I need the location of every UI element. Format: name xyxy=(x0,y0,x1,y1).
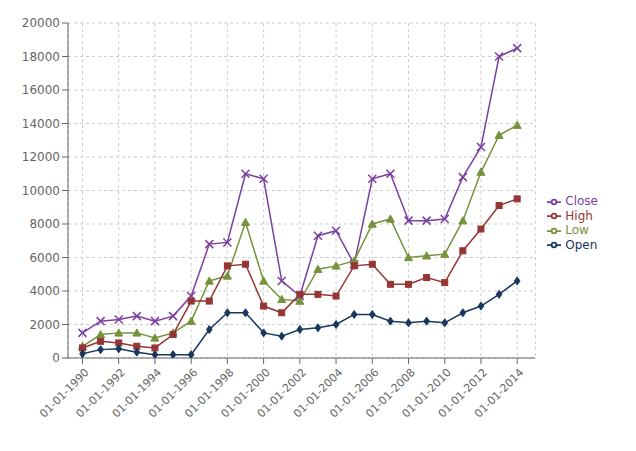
svg-text:8000: 8000 xyxy=(29,217,60,231)
svg-text:14000: 14000 xyxy=(22,117,60,131)
svg-text:01-01-2014: 01-01-2014 xyxy=(472,366,526,420)
svg-text:01-01-1998: 01-01-1998 xyxy=(182,366,237,421)
html-text:Open: Open xyxy=(565,237,598,252)
svg-text:01-01-2000: 01-01-2000 xyxy=(218,366,273,421)
html-text:Low: Low xyxy=(565,223,589,237)
html-text:Close: Close xyxy=(565,194,598,208)
svg-text:01-01-1996: 01-01-1996 xyxy=(146,366,201,421)
svg-text:01-01-1992: 01-01-1992 xyxy=(73,366,128,421)
svg-text:01-01-2010: 01-01-2010 xyxy=(399,366,454,421)
svg-text:18000: 18000 xyxy=(22,50,60,64)
svg-text:01-01-1994: 01-01-1994 xyxy=(109,366,165,421)
svg-text:01-01-2008: 01-01-2008 xyxy=(363,366,418,421)
html-text:High: High xyxy=(565,208,593,223)
svg-text:20000: 20000 xyxy=(22,16,60,30)
svg-text:01-01-2006: 01-01-2006 xyxy=(327,366,382,421)
svg-text:4000: 4000 xyxy=(29,284,60,298)
svg-text:01-01-1990: 01-01-1990 xyxy=(37,366,92,421)
svg-text:2000: 2000 xyxy=(29,318,60,332)
svg-text:16000: 16000 xyxy=(22,83,60,97)
svg-text:12000: 12000 xyxy=(22,150,60,164)
svg-text:0: 0 xyxy=(52,351,60,365)
svg-text:6000: 6000 xyxy=(29,251,60,265)
svg-text:10000: 10000 xyxy=(22,184,60,198)
svg-text:01-01-2012: 01-01-2012 xyxy=(435,366,491,421)
svg-text:01-01-2004: 01-01-2004 xyxy=(290,366,346,421)
svg-text:01-01-2002: 01-01-2002 xyxy=(254,366,309,421)
